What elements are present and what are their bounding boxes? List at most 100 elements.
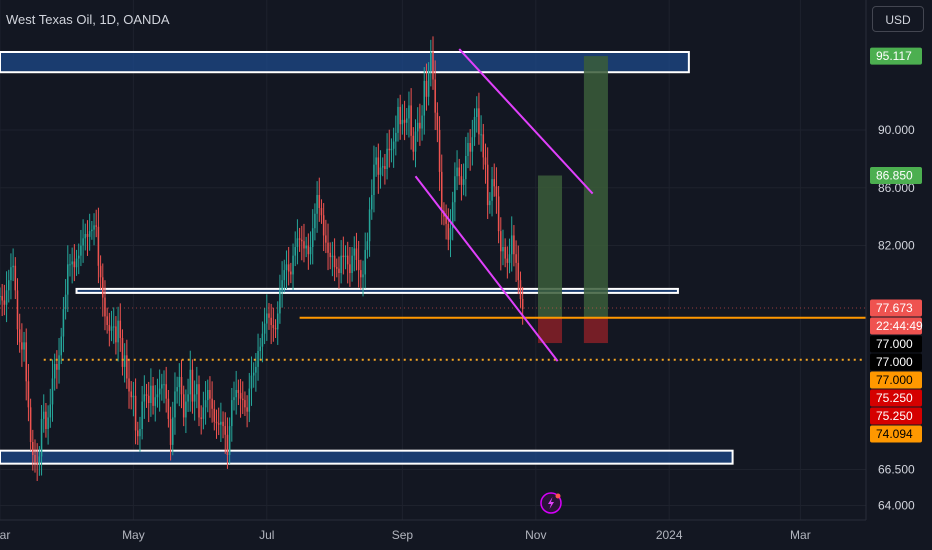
candle-body [336, 267, 338, 269]
candle-body [500, 231, 502, 252]
candle-body [375, 157, 377, 165]
x-tick-label: Nov [525, 528, 546, 542]
candle-body [36, 462, 38, 464]
candle-body [67, 264, 69, 295]
candle-body [244, 400, 246, 408]
candle-body [434, 79, 436, 113]
candle-body [493, 179, 495, 187]
candle-body [379, 167, 382, 175]
candle-body [475, 108, 478, 117]
candle-body [97, 226, 100, 266]
lower-support-zone [0, 449, 734, 465]
price-label-text: 77.673 [876, 301, 913, 315]
candle-body [147, 395, 150, 403]
candle-body [266, 313, 268, 324]
candle-body [285, 264, 288, 271]
candle-body [158, 388, 161, 395]
candle-body [410, 105, 412, 136]
candle-body [112, 326, 115, 328]
candle-body [1, 296, 3, 301]
candle-body [200, 417, 202, 419]
time-axis[interactable]: Mar May Jul Sep Nov 2024 Mar [0, 528, 811, 542]
candle-body [137, 430, 139, 437]
candle-body [386, 148, 388, 169]
candle-body [368, 209, 371, 242]
candle-body [294, 247, 296, 256]
candle-body [290, 271, 292, 275]
candle-body [141, 401, 143, 429]
candle-body [322, 215, 325, 236]
candle-body [102, 277, 104, 298]
candle-body [451, 202, 454, 229]
candle-body [303, 241, 305, 249]
candle-body [51, 378, 54, 405]
candle-body [145, 394, 148, 396]
candle-body [139, 429, 141, 437]
candle-body [0, 296, 1, 298]
currency-button[interactable]: USD [872, 6, 924, 32]
candle-body [126, 355, 128, 379]
candle-body [193, 394, 196, 402]
lightning-icon[interactable] [540, 492, 562, 514]
candle-body [521, 299, 524, 310]
candle-body [169, 418, 172, 445]
candle-body [115, 326, 117, 343]
upper-resistance-zone [0, 51, 690, 74]
candle-body [296, 238, 299, 247]
candle-body [156, 394, 159, 398]
candle-body [515, 254, 517, 263]
price-label-text: 77.000 [876, 373, 913, 387]
candle-body [167, 398, 170, 419]
candle-body [486, 164, 489, 206]
candle-body [381, 166, 384, 168]
candle-body [143, 394, 146, 402]
candle-body [73, 261, 76, 268]
candle-body [495, 186, 498, 197]
candle-body [331, 255, 334, 258]
candle-body [86, 234, 89, 237]
candle-body [53, 364, 56, 379]
candle-body [213, 408, 216, 422]
candle-body [497, 196, 500, 232]
trade-2-target [583, 56, 608, 318]
candle-body [489, 200, 491, 206]
candle-body [357, 260, 360, 271]
middle-zone [75, 287, 679, 294]
candle-body [414, 131, 417, 152]
candle-body [325, 235, 327, 243]
price-axis[interactable]: 90.000 86.000 82.000 66.500 64.000 [878, 123, 915, 513]
candle-body [45, 411, 47, 429]
candle-body [384, 166, 386, 169]
candle-body [56, 364, 58, 370]
candle-body [106, 316, 108, 325]
candle-body [287, 264, 290, 272]
price-label-text: 74.094 [876, 427, 913, 441]
candle-body [305, 245, 307, 249]
candle-body [16, 290, 19, 330]
candle-body [154, 397, 157, 406]
price-label-badge [870, 425, 922, 443]
candle-body [270, 317, 272, 325]
trade-1-stop [537, 317, 563, 344]
candle-body [272, 325, 275, 328]
candle-body [123, 355, 126, 367]
positions-layer [537, 56, 608, 344]
price-label-text: 77.000 [876, 337, 913, 351]
candle-body [3, 300, 6, 305]
candle-body [211, 398, 213, 409]
candle-body [510, 235, 513, 255]
candle-body [231, 400, 233, 427]
candle-body [119, 320, 122, 338]
candle-body [95, 225, 97, 227]
candle-body [257, 351, 259, 367]
candle-body [473, 117, 476, 138]
x-tick-label: Mar [0, 528, 10, 542]
candle-body [178, 377, 181, 388]
candle-body [206, 390, 209, 401]
price-label-badge [870, 353, 922, 371]
price-label-badge [870, 407, 922, 425]
candle-body [171, 417, 174, 445]
candle-body [176, 387, 178, 392]
